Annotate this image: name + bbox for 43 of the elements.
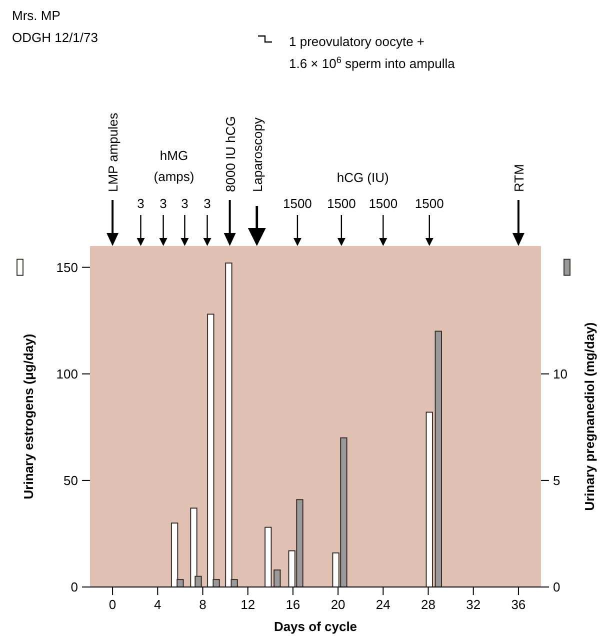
text: 3: [181, 196, 188, 211]
text: 3: [160, 196, 167, 211]
bar: [274, 569, 281, 588]
text: (amps): [154, 169, 194, 184]
y-tick-label: 50: [64, 472, 78, 488]
y2-axis-title: Urinary pregnanediol (mg/day): [582, 322, 597, 511]
y-tick-label: 100: [56, 366, 78, 382]
text: 1500: [326, 196, 356, 211]
x-tick-label: 36: [511, 597, 526, 612]
y2-tick-label: 10: [553, 366, 568, 382]
y-axis-title: Urinary estrogens (μg/day): [21, 334, 36, 500]
y2-tick-label: 5: [553, 472, 560, 488]
text: LMP ampules: [106, 112, 121, 192]
y-tick-label: 150: [56, 260, 78, 275]
x-tick-label: 8: [199, 597, 206, 612]
x-tick-label: 16: [286, 597, 300, 612]
text: hMG: [160, 148, 188, 163]
text: 1.6 × 10$^{6}$ sperm into ampulla: [289, 55, 456, 71]
chart-subtitle: ODGH 12/1/73: [12, 30, 98, 45]
bar: [434, 330, 442, 588]
x-tick-label: 12: [240, 597, 256, 612]
text: 1500: [283, 196, 312, 211]
text: 3: [137, 196, 144, 211]
text: 1500: [368, 196, 398, 211]
x-tick-label: 4: [154, 597, 162, 612]
text: 1 preovulatory oocyte +: [289, 34, 424, 49]
x-tick-label: 24: [376, 597, 390, 612]
text: 1500: [414, 196, 444, 211]
x-tick-label: 28: [421, 597, 436, 612]
text: hCG (IU): [336, 170, 389, 185]
x-tick-label: 32: [466, 597, 481, 612]
text: Laparoscopy: [250, 117, 265, 192]
chart-title: Mrs. MP: [12, 8, 60, 23]
x-tick-label: 0: [108, 597, 116, 612]
y-tick-label: 0: [70, 580, 78, 594]
text: 3: [204, 196, 211, 211]
text: RTM: [511, 164, 526, 192]
y2-tick-label: 0: [553, 580, 560, 594]
x-axis-title: Days of cycle: [274, 619, 358, 634]
x-tick-label: 20: [330, 597, 346, 612]
text: 8000 IU hCG: [222, 116, 238, 192]
bar: [426, 412, 433, 588]
bar: [264, 526, 272, 588]
